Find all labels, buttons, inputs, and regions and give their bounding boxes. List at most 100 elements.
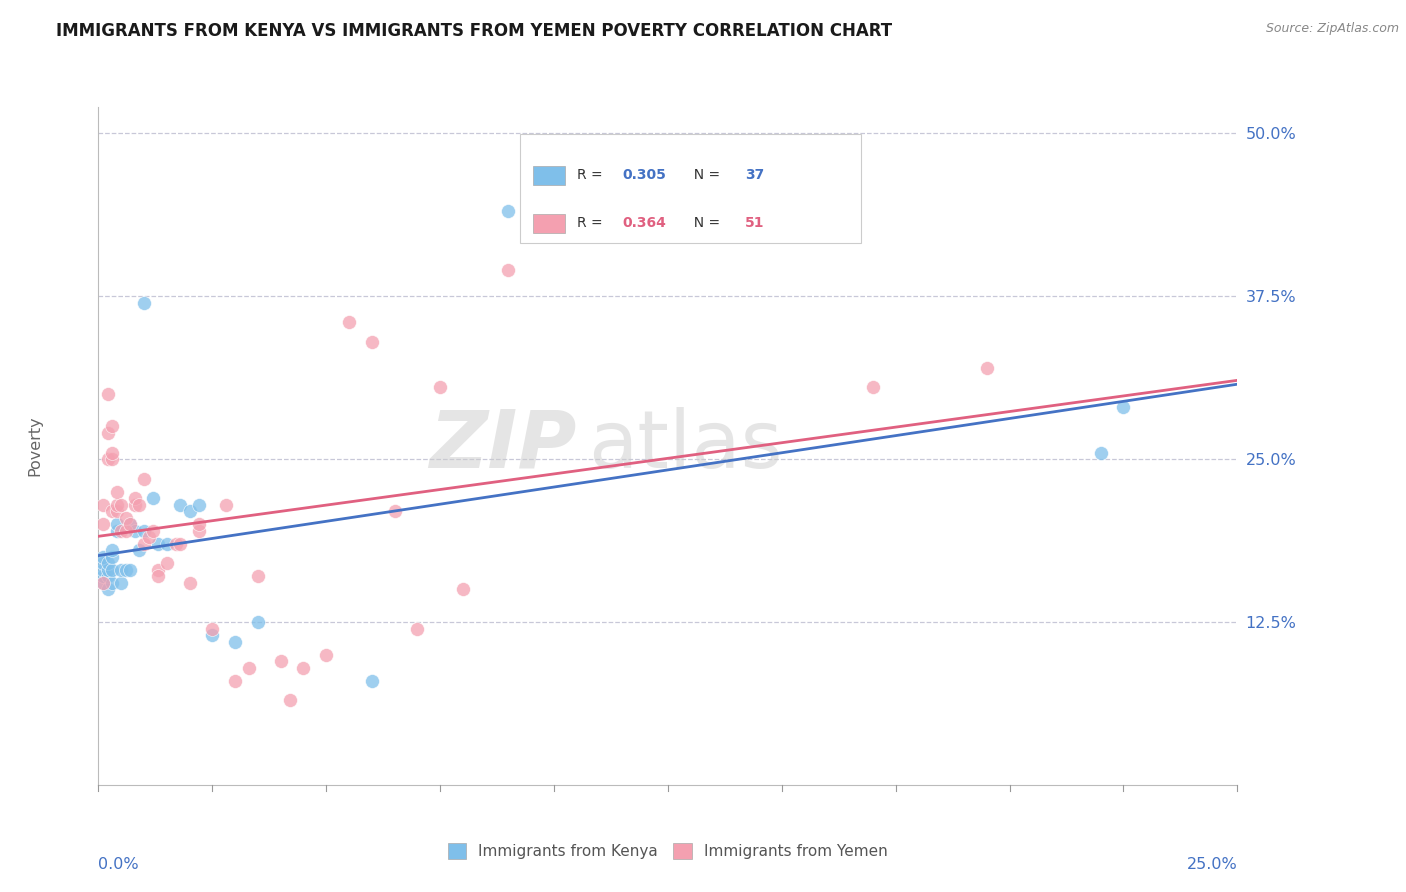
Point — [132, 537, 155, 551]
Point — [132, 524, 155, 538]
Point — [124, 498, 146, 512]
Point — [105, 484, 128, 499]
Point — [292, 660, 315, 674]
Point — [101, 452, 124, 467]
Point — [498, 204, 520, 219]
Point — [124, 491, 146, 505]
Point — [146, 563, 169, 577]
Point — [120, 563, 142, 577]
Point — [96, 569, 118, 583]
Point — [105, 504, 128, 518]
Point — [114, 510, 136, 524]
Text: R =: R = — [576, 216, 607, 230]
Point — [132, 295, 155, 310]
Point — [360, 334, 382, 349]
Point — [110, 498, 132, 512]
Point — [224, 634, 246, 648]
Legend: Immigrants from Kenya, Immigrants from Yemen: Immigrants from Kenya, Immigrants from Y… — [441, 838, 894, 865]
Text: 0.364: 0.364 — [623, 216, 666, 230]
Point — [201, 622, 224, 636]
Point — [278, 693, 301, 707]
Point — [862, 380, 884, 394]
Point — [91, 569, 114, 583]
Point — [91, 575, 114, 590]
Text: 0.0%: 0.0% — [98, 856, 139, 871]
Point — [96, 452, 118, 467]
Text: R =: R = — [576, 169, 607, 182]
Bar — [533, 213, 565, 233]
Point — [91, 498, 114, 512]
Point — [270, 654, 292, 668]
Text: 37: 37 — [745, 169, 765, 182]
Point — [156, 557, 179, 571]
Point — [187, 517, 209, 532]
Point — [165, 537, 187, 551]
Point — [101, 563, 124, 577]
Text: Poverty: Poverty — [28, 416, 42, 476]
Point — [384, 504, 406, 518]
Point — [101, 419, 124, 434]
Text: 51: 51 — [745, 216, 765, 230]
Point — [337, 315, 360, 329]
Point — [429, 380, 451, 394]
Point — [187, 524, 209, 538]
Point — [451, 582, 474, 597]
Point — [146, 537, 169, 551]
Point — [101, 575, 124, 590]
Point — [246, 615, 269, 629]
Point — [101, 543, 124, 558]
Point — [138, 530, 160, 544]
Point — [120, 517, 142, 532]
Text: 0.305: 0.305 — [623, 169, 666, 182]
Point — [110, 524, 132, 538]
Point — [110, 563, 132, 577]
Point — [101, 549, 124, 564]
Point — [124, 524, 146, 538]
Point — [105, 524, 128, 538]
Point — [101, 504, 124, 518]
Point — [976, 360, 998, 375]
Point — [96, 557, 118, 571]
Point — [91, 517, 114, 532]
Point — [156, 537, 179, 551]
Point — [179, 504, 201, 518]
Point — [1112, 400, 1135, 414]
Point — [91, 549, 114, 564]
Text: ZIP: ZIP — [429, 407, 576, 485]
Text: N =: N = — [685, 169, 724, 182]
Point — [246, 569, 269, 583]
Point — [146, 569, 169, 583]
Text: 25.0%: 25.0% — [1187, 856, 1237, 871]
Point — [91, 563, 114, 577]
Point — [169, 537, 191, 551]
Point — [179, 575, 201, 590]
Point — [128, 498, 150, 512]
Point — [132, 472, 155, 486]
Point — [110, 575, 132, 590]
Point — [96, 582, 118, 597]
Text: Source: ZipAtlas.com: Source: ZipAtlas.com — [1265, 22, 1399, 36]
Point — [128, 543, 150, 558]
Point — [1090, 445, 1112, 459]
Point — [224, 673, 246, 688]
Point — [142, 524, 165, 538]
Point — [406, 622, 429, 636]
Point — [91, 557, 114, 571]
Point — [360, 673, 382, 688]
Point — [96, 387, 118, 401]
Point — [105, 517, 128, 532]
Point — [238, 660, 260, 674]
Point — [201, 628, 224, 642]
Point — [142, 491, 165, 505]
Text: atlas: atlas — [588, 407, 783, 485]
Point — [114, 524, 136, 538]
Point — [120, 517, 142, 532]
FancyBboxPatch shape — [520, 134, 862, 243]
Point — [105, 498, 128, 512]
Point — [96, 563, 118, 577]
Point — [101, 445, 124, 459]
Point — [187, 498, 209, 512]
Point — [215, 498, 238, 512]
Point — [114, 563, 136, 577]
Point — [169, 498, 191, 512]
